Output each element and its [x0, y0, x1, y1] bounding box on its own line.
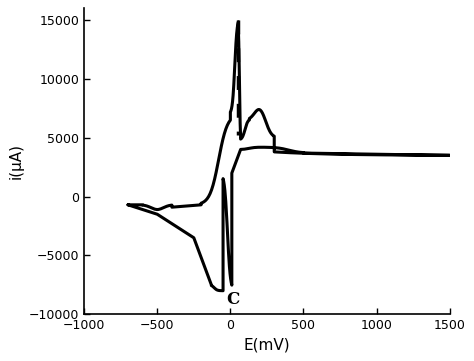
- X-axis label: E(mV): E(mV): [244, 338, 290, 353]
- Y-axis label: i(μA): i(μA): [9, 143, 23, 179]
- Text: C: C: [226, 291, 239, 308]
